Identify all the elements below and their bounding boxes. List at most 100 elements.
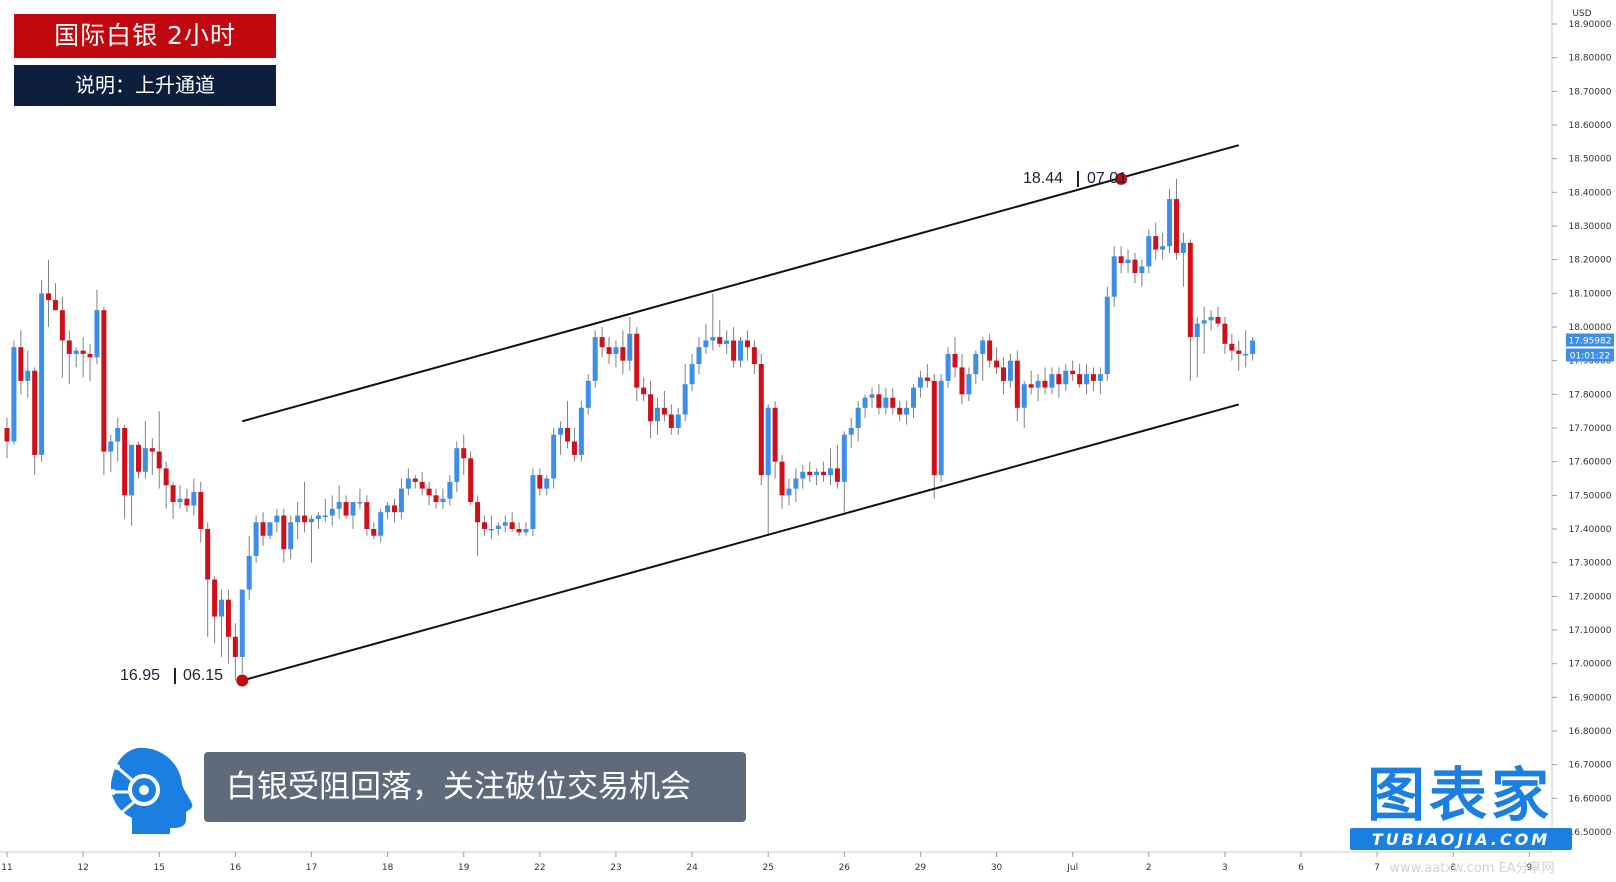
- candle-149: [1035, 374, 1041, 402]
- candle-body: [717, 337, 723, 344]
- candle-130: [904, 401, 910, 425]
- candle-95: [661, 390, 667, 422]
- candle-body: [571, 441, 577, 455]
- price-tick-label: 18.70000: [1569, 87, 1612, 97]
- candle-body: [945, 353, 951, 381]
- candle-93: [648, 380, 654, 439]
- candle-body: [108, 441, 114, 452]
- candle-135: [938, 374, 944, 482]
- candle-body: [592, 337, 598, 381]
- price-tick-label: 17.60000: [1569, 458, 1612, 468]
- candle-106: [738, 337, 744, 368]
- candle-18: [129, 444, 135, 526]
- candle-body: [39, 293, 45, 455]
- candle-145: [1007, 353, 1013, 388]
- candle-body: [758, 364, 764, 476]
- candle-15: [108, 434, 114, 472]
- candle-139: [966, 367, 972, 402]
- candle-body: [149, 448, 155, 452]
- candle-body: [488, 529, 494, 531]
- price-tick-label: 17.10000: [1569, 626, 1612, 636]
- candle-70: [488, 515, 494, 540]
- candle-body: [876, 394, 882, 408]
- candle-49: [343, 495, 349, 519]
- candle-80: [558, 421, 564, 455]
- candle-5: [39, 279, 45, 462]
- candle-body: [122, 428, 128, 496]
- price-tick-label: 17.50000: [1569, 491, 1612, 501]
- candle-body: [841, 434, 847, 482]
- candle-body: [392, 505, 398, 513]
- candle-body: [869, 394, 875, 398]
- time-tick-label: 30: [991, 863, 1003, 873]
- candle-31: [219, 589, 225, 657]
- candle-body: [302, 515, 308, 523]
- candle-body: [1132, 259, 1138, 274]
- note-badge: 说明：上升通道: [14, 65, 276, 106]
- candle-body: [641, 387, 647, 395]
- time-axis[interactable]: 11 12 15 16 17 18 19 22 23 24 25 26 29 30 Jul 2 3 6 7 8 9: [1, 852, 1533, 873]
- candle-body: [135, 444, 141, 472]
- candle-27: [191, 478, 197, 516]
- candle-body: [648, 394, 654, 422]
- candle-58: [405, 468, 411, 496]
- price-tick-label: 18.80000: [1569, 54, 1612, 64]
- candle-body: [1021, 384, 1027, 408]
- candle-9: [66, 330, 72, 385]
- candle-34: [239, 589, 245, 674]
- candle-body: [1160, 246, 1166, 250]
- candle-body: [288, 522, 294, 550]
- candle-146: [1014, 350, 1020, 422]
- candle-104: [724, 330, 730, 354]
- candle-79: [551, 428, 557, 489]
- price-axis[interactable]: 16.50000 16.60000 16.70000 16.80000 16.90000…: [1552, 20, 1612, 838]
- candle-body: [212, 579, 218, 617]
- candle-body: [724, 340, 730, 344]
- candle-78: [544, 475, 550, 496]
- candle-body: [516, 529, 522, 533]
- candle-26: [184, 488, 190, 513]
- price-tick-label: 17.20000: [1569, 592, 1612, 602]
- candle-body: [530, 475, 536, 529]
- candle-28: [198, 481, 204, 543]
- time-tick-label: 22: [534, 863, 545, 873]
- candle-148: [1028, 370, 1034, 395]
- candle-body: [1056, 374, 1062, 385]
- candle-body: [198, 491, 204, 529]
- countdown-badge: 01:01:22: [1566, 348, 1614, 362]
- price-tick-label: 17.00000: [1569, 660, 1612, 670]
- candle-170: [1180, 232, 1186, 287]
- candle-162: [1125, 249, 1131, 274]
- candle-176: [1222, 316, 1228, 354]
- candle-150: [1042, 367, 1048, 395]
- candle-13: [94, 289, 100, 365]
- candle-body: [295, 515, 301, 523]
- candle-101: [703, 323, 709, 354]
- currency-label: USD: [1572, 9, 1591, 19]
- candle-body: [897, 407, 903, 415]
- price-tick-label: 17.70000: [1569, 424, 1612, 434]
- candle-123: [855, 401, 861, 442]
- candle-32: [225, 589, 231, 664]
- time-tick-label: 9: [1527, 863, 1533, 873]
- last-price-label: 17.95982: [1569, 337, 1612, 347]
- high-annotation: 18.44 07.01: [1023, 170, 1127, 187]
- candle-16: [115, 417, 121, 462]
- candle-99: [689, 353, 695, 391]
- time-tick-label: 29: [915, 863, 927, 873]
- candle-144: [1000, 357, 1006, 395]
- candle-body: [1118, 256, 1124, 264]
- candle-body: [848, 428, 854, 435]
- candle-96: [668, 404, 674, 435]
- candle-173: [1201, 306, 1207, 354]
- candle-6: [46, 259, 52, 327]
- last-price-badge: 17.95982: [1566, 333, 1614, 347]
- candle-0: [4, 417, 10, 459]
- candle-143: [994, 347, 1000, 375]
- candle-134: [931, 374, 937, 499]
- candle-154: [1070, 360, 1076, 381]
- candle-56: [392, 498, 398, 523]
- time-tick-label: 15: [154, 863, 165, 873]
- candle-body: [502, 522, 508, 526]
